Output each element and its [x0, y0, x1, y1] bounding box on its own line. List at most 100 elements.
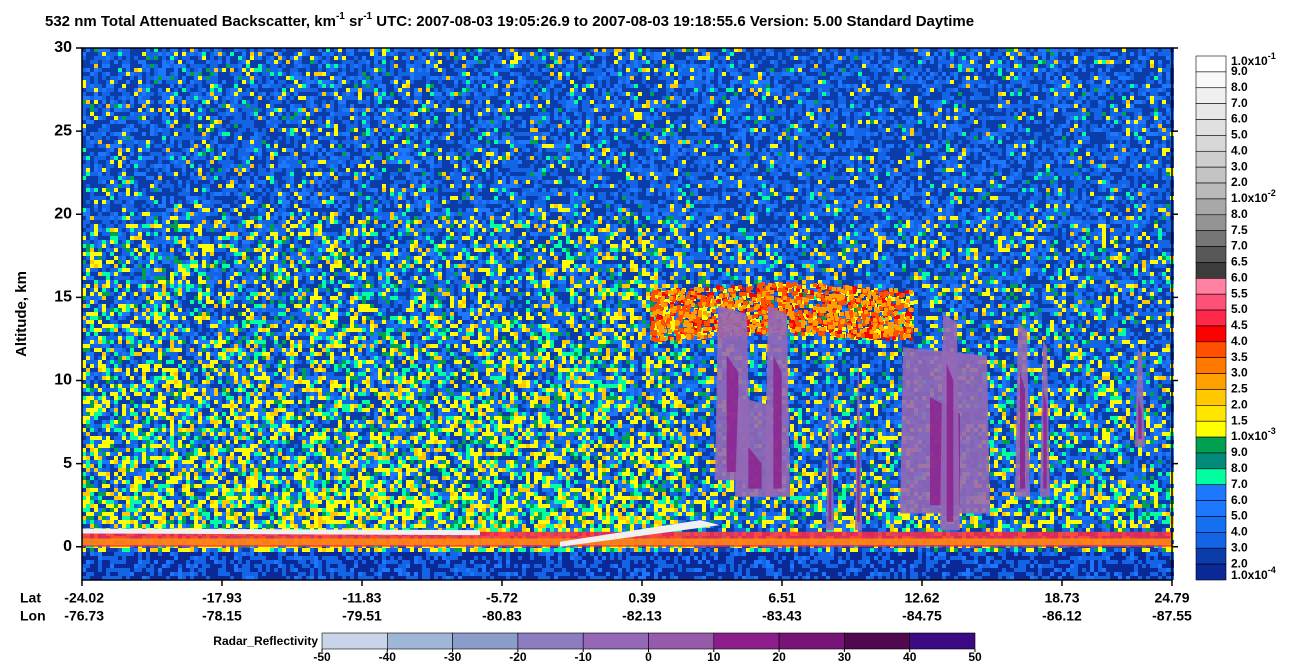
colorbar-label: 2.5	[1231, 382, 1248, 396]
colorbar-label-exponent: -2	[1268, 188, 1276, 198]
colorbar-box	[1195, 293, 1227, 311]
lon-label: -87.55	[1152, 608, 1192, 624]
surface-cloud	[82, 520, 720, 547]
y-tick-label: 0	[63, 538, 72, 555]
y-tick-label: 30	[54, 39, 72, 56]
radar-colorbar-box	[909, 632, 976, 650]
radar-column	[773, 355, 782, 489]
colorbar-label: 4.0	[1231, 334, 1248, 348]
y-tick-label: 15	[54, 289, 72, 306]
radar-column	[1138, 397, 1142, 439]
colorbar-label: 4.5	[1231, 318, 1248, 332]
radar-column	[1135, 347, 1145, 447]
colorbar-box	[1195, 103, 1227, 120]
colorbar-box	[1195, 468, 1227, 486]
radar-tick-label: 30	[838, 650, 852, 664]
radar-tick-label: -30	[444, 650, 462, 664]
radar-tick-label: -50	[313, 650, 331, 664]
colorbar-box	[1195, 246, 1227, 263]
radar-column	[946, 363, 954, 522]
radar-colorbar-label: Radar_Reflectivity	[213, 634, 318, 648]
lat-label: 0.39	[628, 590, 655, 606]
colorbar-label: 6.0	[1231, 493, 1248, 507]
radar-colorbar-box	[778, 632, 845, 650]
colorbar-label: 1.5	[1231, 413, 1248, 427]
title-superscript: -1	[336, 11, 345, 22]
radar-colorbar-box	[648, 632, 715, 650]
radar-column	[1020, 372, 1025, 489]
colorbar-label-mantissa: 1.0x10	[1231, 429, 1268, 443]
colorbar-box	[1195, 357, 1227, 374]
colorbar-label: 7.0	[1231, 477, 1248, 491]
lon-label: -82.13	[622, 608, 662, 624]
radar-colorbar-box	[321, 632, 388, 650]
colorbar-label: 5.0	[1231, 509, 1248, 523]
radar-column	[828, 447, 832, 522]
plot-area	[82, 48, 1174, 580]
colorbar-label-exponent: -1	[1268, 51, 1276, 61]
colorbar-box	[1195, 71, 1227, 89]
radar-tick-label: 50	[968, 650, 982, 664]
colorbar-box	[1195, 230, 1227, 247]
radar-tick-label: -20	[509, 650, 527, 664]
colorbar-label: 6.5	[1231, 255, 1248, 269]
colorbar-label: 7.5	[1231, 223, 1248, 237]
colorbar-box	[1195, 262, 1227, 279]
colorbar-label: 5.0	[1231, 128, 1248, 142]
lat-label: 12.62	[904, 590, 939, 606]
colorbar-label: 3.0	[1231, 540, 1248, 554]
backscatter-texture	[82, 48, 1174, 552]
radar-tick-label: -10	[575, 650, 593, 664]
colorbar-box	[1195, 55, 1227, 73]
colorbar-label-mantissa: 1.0x10	[1231, 191, 1268, 205]
colorbar-box	[1195, 214, 1227, 231]
radar-tick-label: 0	[645, 650, 652, 664]
row-label: Lon	[20, 608, 46, 624]
radar-colorbar-box	[517, 632, 584, 650]
colorbar-label-mantissa: 1.0x10	[1231, 54, 1268, 68]
radar-colorbar-box	[844, 632, 911, 650]
colorbar-label: 3.5	[1231, 350, 1248, 364]
lat-label: 6.51	[768, 590, 795, 606]
colorbar-label: 8.0	[1231, 80, 1248, 94]
lat-label: -5.72	[486, 590, 518, 606]
colorbar-label: 2.0	[1231, 398, 1248, 412]
plot-frame	[81, 47, 1173, 581]
colorbar-box	[1195, 563, 1227, 581]
colorbar-label: 8.0	[1231, 461, 1248, 475]
colorbar-label: 1.0x10-3	[1231, 426, 1276, 443]
lat-label: -11.83	[343, 590, 382, 606]
backscatter-texture	[651, 283, 913, 341]
radar-column	[857, 413, 860, 522]
lon-label: -76.73	[64, 608, 104, 624]
colorbar-box	[1195, 373, 1227, 390]
y-tick-label: 5	[63, 455, 72, 472]
backscatter-texture	[82, 552, 1174, 580]
colorbar-label: 4.0	[1231, 525, 1248, 539]
colorbar-label-exponent: -3	[1268, 426, 1276, 436]
colorbar-label-exponent: -4	[1268, 565, 1276, 575]
chart-title: 532 nm Total Attenuated Backscatter, km-…	[45, 11, 974, 30]
y-axis-label: Altitude, km	[13, 271, 30, 357]
y-tick-label: 25	[54, 122, 72, 139]
radar-column	[748, 447, 762, 489]
row-label: Lat	[20, 590, 41, 606]
colorbar-box	[1195, 182, 1227, 200]
lat-label: -24.02	[64, 590, 104, 606]
colorbar-label: 1.0x10-4	[1231, 565, 1276, 582]
colorbar-label: 1.0x10-1	[1231, 51, 1276, 68]
backscatter-texture	[82, 48, 1174, 580]
radar-tick-label: 40	[903, 650, 917, 664]
radar-tick-label: -40	[379, 650, 397, 664]
colorbar-box	[1195, 500, 1227, 517]
lon-label: -79.51	[342, 608, 382, 624]
lat-label: 24.79	[1154, 590, 1189, 606]
colorbar-box	[1195, 516, 1227, 533]
lon-label: -83.43	[762, 608, 802, 624]
title-text: UTC: 2007-08-03 19:05:26.9 to 2007-08-03…	[372, 13, 974, 30]
colorbar-label-mantissa: 1.0x10	[1231, 568, 1268, 582]
radar-tick-label: 20	[772, 650, 786, 664]
backscatter-texture	[82, 48, 1174, 552]
title-superscript: -1	[363, 11, 372, 22]
